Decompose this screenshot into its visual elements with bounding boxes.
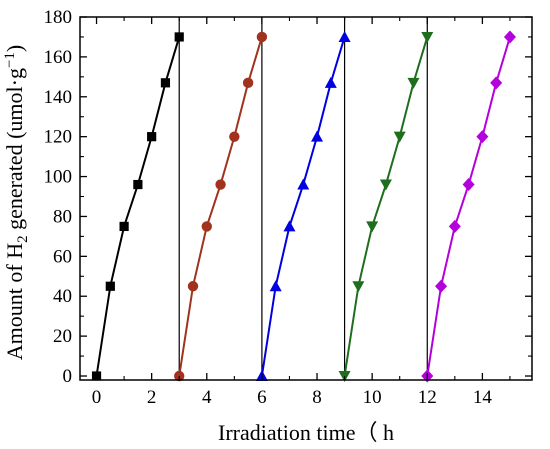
x-tick-label-1: 0 bbox=[92, 387, 102, 408]
series-1-point-7 bbox=[174, 32, 184, 42]
series-3-point-6 bbox=[324, 76, 337, 88]
series-2-point-2 bbox=[187, 281, 199, 292]
series-1-point-3 bbox=[119, 221, 129, 232]
series-5-point-5 bbox=[476, 130, 489, 144]
y-tick-label-10: 180 bbox=[44, 7, 73, 28]
y-tick-label-8: 140 bbox=[44, 87, 73, 108]
y-axis-title-prefix: Amount of H bbox=[2, 243, 27, 360]
y-axis-title-subscript: 2 bbox=[15, 235, 31, 243]
plot-layer bbox=[91, 17, 516, 383]
series-2-point-7 bbox=[256, 31, 268, 43]
series-5-point-7 bbox=[503, 30, 516, 44]
y-axis-title: Amount of H2 generated (umol·g−1) bbox=[2, 45, 31, 361]
series-5-point-4 bbox=[462, 178, 475, 192]
series-4-point-6 bbox=[407, 77, 420, 89]
y-axis-title-middle: generated (umol·g bbox=[2, 68, 27, 235]
series-2-point-3 bbox=[201, 221, 212, 232]
series-3-point-5 bbox=[311, 130, 324, 142]
y-tick-label-3: 40 bbox=[53, 286, 72, 307]
x-tick-label-4: 6 bbox=[257, 387, 267, 408]
series-1-point-4 bbox=[133, 179, 143, 190]
y-axis-title-suffix: ) bbox=[2, 45, 27, 52]
series-1-line bbox=[95, 36, 181, 377]
y-tick-label-7: 120 bbox=[44, 127, 73, 148]
x-tick-label-2: 2 bbox=[147, 387, 157, 408]
series-3-point-4 bbox=[297, 178, 310, 190]
series-3-point-3 bbox=[283, 220, 296, 232]
series-5-point-6 bbox=[490, 76, 503, 90]
series-4-point-7 bbox=[421, 31, 434, 43]
y-tick-label-1: 0 bbox=[63, 366, 73, 387]
x-tick-label-3: 4 bbox=[202, 387, 212, 408]
series-2-point-4 bbox=[215, 179, 226, 190]
series-4-point-3 bbox=[366, 221, 379, 233]
y-tick-label-2: 20 bbox=[53, 326, 72, 347]
series-4-point-4 bbox=[379, 179, 392, 191]
series-5-point-2 bbox=[435, 279, 448, 293]
x-tick-label-5: 8 bbox=[312, 387, 322, 408]
plot-frame bbox=[79, 16, 533, 381]
series-1-point-2 bbox=[105, 281, 115, 291]
series-1-point-6 bbox=[160, 78, 171, 88]
y-tick-label-9: 160 bbox=[44, 47, 73, 68]
x-tick-label-8: 14 bbox=[473, 387, 493, 408]
y-axis-title-superscript: −1 bbox=[2, 52, 18, 68]
series-2-point-5 bbox=[229, 131, 240, 142]
series-3-point-7 bbox=[338, 30, 351, 42]
x-axis-title: Irradiation time（ h bbox=[218, 420, 394, 445]
x-tick-label-7: 12 bbox=[418, 387, 437, 408]
y-tick-label-5: 80 bbox=[53, 206, 72, 227]
series-4-line bbox=[343, 36, 429, 377]
series-3-point-2 bbox=[269, 280, 282, 292]
series-4-point-5 bbox=[393, 131, 406, 143]
series-1-point-5 bbox=[147, 132, 157, 142]
x-tick-label-6: 10 bbox=[363, 387, 382, 408]
series-2-point-6 bbox=[242, 77, 254, 89]
series-4-point-2 bbox=[352, 281, 365, 293]
y-tick-label-6: 100 bbox=[44, 167, 73, 188]
series-5-point-3 bbox=[448, 219, 461, 233]
y-tick-label-4: 60 bbox=[53, 246, 72, 267]
